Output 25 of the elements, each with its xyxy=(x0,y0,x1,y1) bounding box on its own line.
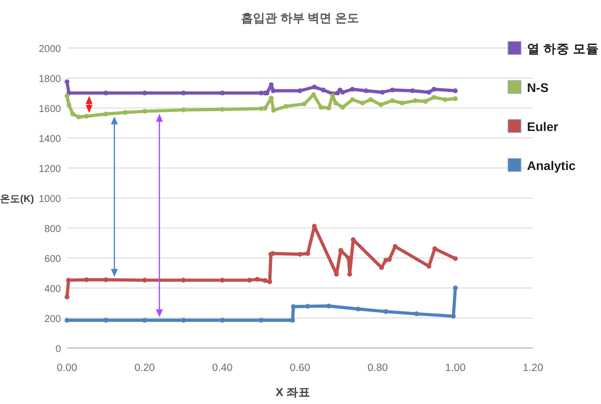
chart-title: 흡입관 하부 벽면 온도 xyxy=(240,11,360,25)
y-tick-label: 1600 xyxy=(38,104,62,115)
x-tick-label: 0.60 xyxy=(290,362,310,374)
y-tick-label: 1200 xyxy=(38,164,62,175)
y-axis-title: 온도(K) xyxy=(0,194,34,205)
y-tick-label: 600 xyxy=(44,254,62,265)
legend-label: 열 하중 모듈 xyxy=(527,42,599,56)
x-tick-label: 0.20 xyxy=(134,362,156,374)
x-tick-label: 1.00 xyxy=(445,362,466,374)
y-tick-label: 2000 xyxy=(38,44,62,55)
x-tick-label: 1.20 xyxy=(522,362,544,374)
legend-label: Analytic xyxy=(527,159,576,173)
y-tick-label: 400 xyxy=(44,284,62,295)
y-tick-label: 1400 xyxy=(38,134,62,145)
x-tick-label: 0.80 xyxy=(367,362,388,374)
y-tick-label: 200 xyxy=(44,314,62,325)
y-tick-label: 1800 xyxy=(38,74,62,85)
x-axis-title: X 좌표 xyxy=(276,386,310,399)
y-tick-label: 1000 xyxy=(38,194,62,205)
y-tick-label: 800 xyxy=(44,224,62,235)
y-tick-label: 0 xyxy=(55,344,62,355)
legend-label: Euler xyxy=(527,120,558,134)
legend-label: N-S xyxy=(527,81,549,95)
x-tick-label: 0.00 xyxy=(56,362,78,374)
x-tick-label: 0.40 xyxy=(212,362,233,374)
